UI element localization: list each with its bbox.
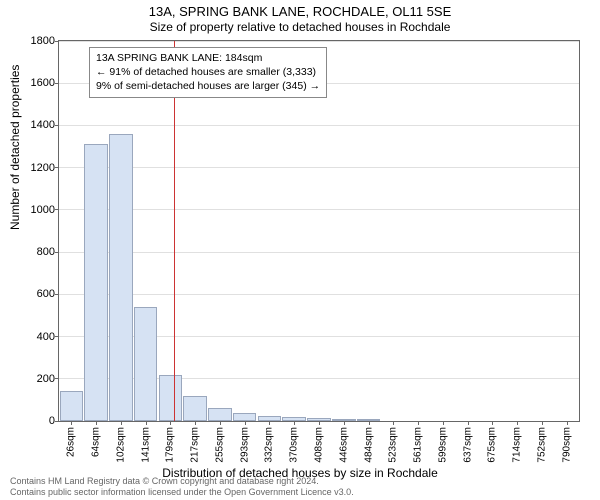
x-tick-label: 64sqm: [91, 427, 102, 457]
x-tick-mark: [468, 421, 469, 425]
plot-area: 02004006008001000120014001600180026sqm64…: [58, 40, 580, 422]
y-tick-label: 1400: [31, 119, 55, 131]
x-tick-mark: [344, 421, 345, 425]
footer-line: Contains public sector information licen…: [10, 487, 354, 498]
x-tick-label: 370sqm: [289, 427, 300, 463]
x-tick-mark: [170, 421, 171, 425]
x-tick-mark: [269, 421, 270, 425]
x-tick-label: 217sqm: [190, 427, 201, 463]
x-tick-mark: [492, 421, 493, 425]
footer-line: Contains HM Land Registry data © Crown c…: [10, 476, 354, 487]
x-tick-label: 599sqm: [437, 427, 448, 463]
x-tick-mark: [146, 421, 147, 425]
x-tick-label: 255sqm: [214, 427, 225, 463]
bar: [134, 307, 158, 421]
x-tick-label: 293sqm: [239, 427, 250, 463]
x-tick-label: 102sqm: [115, 427, 126, 463]
x-tick-mark: [418, 421, 419, 425]
y-tick-mark: [55, 421, 59, 422]
y-tick-label: 800: [37, 246, 55, 258]
x-tick-mark: [369, 421, 370, 425]
grid-line: [59, 125, 579, 126]
annotation-line: 13A SPRING BANK LANE: 184sqm: [96, 51, 320, 65]
y-axis-label: Number of detached properties: [8, 65, 22, 230]
y-tick-mark: [55, 41, 59, 42]
y-tick-label: 1600: [31, 77, 55, 89]
x-tick-mark: [71, 421, 72, 425]
grid-line: [59, 209, 579, 210]
y-tick-label: 200: [37, 373, 55, 385]
bar: [233, 413, 257, 421]
x-tick-mark: [542, 421, 543, 425]
x-tick-mark: [195, 421, 196, 425]
x-tick-mark: [294, 421, 295, 425]
y-tick-mark: [55, 336, 59, 337]
grid-line: [59, 252, 579, 253]
x-tick-mark: [220, 421, 221, 425]
y-tick-mark: [55, 378, 59, 379]
x-tick-label: 637sqm: [462, 427, 473, 463]
y-tick-mark: [55, 252, 59, 253]
y-tick-mark: [55, 125, 59, 126]
x-tick-label: 523sqm: [388, 427, 399, 463]
x-tick-label: 675sqm: [487, 427, 498, 463]
x-tick-mark: [567, 421, 568, 425]
bar: [183, 396, 207, 421]
y-tick-label: 1800: [31, 35, 55, 47]
bar: [208, 408, 232, 421]
chart-title-sub: Size of property relative to detached ho…: [0, 20, 600, 34]
bar: [60, 391, 84, 421]
x-tick-mark: [245, 421, 246, 425]
x-tick-label: 561sqm: [413, 427, 424, 463]
chart-title-main: 13A, SPRING BANK LANE, ROCHDALE, OL11 5S…: [0, 4, 600, 19]
x-tick-label: 332sqm: [264, 427, 275, 463]
grid-line: [59, 294, 579, 295]
x-tick-label: 484sqm: [363, 427, 374, 463]
y-tick-label: 1200: [31, 162, 55, 174]
footer-text: Contains HM Land Registry data © Crown c…: [10, 476, 354, 498]
annotation-line: ← 91% of detached houses are smaller (3,…: [96, 65, 320, 79]
bar: [84, 144, 108, 421]
x-tick-label: 26sqm: [66, 427, 77, 457]
y-tick-label: 1000: [31, 204, 55, 216]
annotation-line: 9% of semi-detached houses are larger (3…: [96, 79, 320, 93]
y-tick-label: 0: [49, 415, 55, 427]
x-tick-label: 790sqm: [561, 427, 572, 463]
x-tick-label: 446sqm: [338, 427, 349, 463]
bar: [109, 134, 133, 421]
x-tick-mark: [121, 421, 122, 425]
x-tick-mark: [517, 421, 518, 425]
grid-line: [59, 41, 579, 42]
x-tick-mark: [96, 421, 97, 425]
x-tick-label: 714sqm: [512, 427, 523, 463]
x-tick-label: 179sqm: [165, 427, 176, 463]
y-tick-mark: [55, 294, 59, 295]
y-tick-label: 600: [37, 288, 55, 300]
y-tick-mark: [55, 167, 59, 168]
grid-line: [59, 167, 579, 168]
y-tick-mark: [55, 209, 59, 210]
x-tick-mark: [393, 421, 394, 425]
x-tick-label: 752sqm: [536, 427, 547, 463]
reference-line: [174, 41, 175, 421]
x-tick-mark: [443, 421, 444, 425]
x-tick-mark: [319, 421, 320, 425]
x-tick-label: 141sqm: [140, 427, 151, 463]
annotation-box: 13A SPRING BANK LANE: 184sqm ← 91% of de…: [89, 47, 327, 98]
x-tick-label: 408sqm: [314, 427, 325, 463]
y-tick-mark: [55, 83, 59, 84]
y-tick-label: 400: [37, 331, 55, 343]
bar: [159, 375, 183, 421]
chart-container: 13A, SPRING BANK LANE, ROCHDALE, OL11 5S…: [0, 0, 600, 500]
